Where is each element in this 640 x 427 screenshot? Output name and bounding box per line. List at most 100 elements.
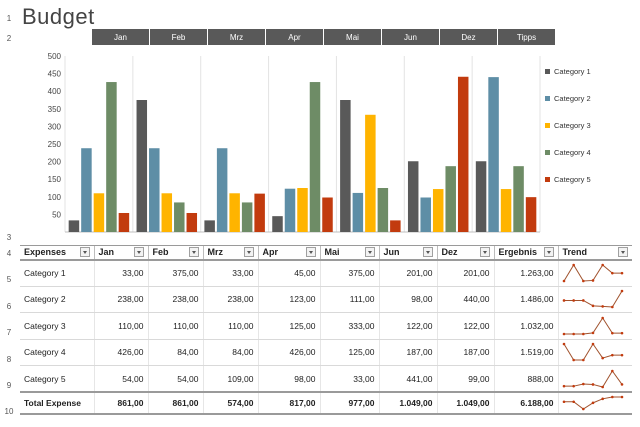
trend-cell[interactable] [557,259,632,287]
result-cell[interactable]: 1.519,00 [493,339,558,366]
value-cell[interactable]: 238,00 [93,286,148,313]
value-cell[interactable]: 54,00 [147,365,203,393]
budget-chart[interactable]: 50 100 150 200 250 300 350 400 450 500 Category 1 C… [20,48,630,236]
sparkline-point [591,382,594,386]
filter-dropdown-icon[interactable] [618,247,628,258]
value-cell[interactable]: 441,00 [378,365,437,393]
value-cell[interactable]: 201,00 [378,259,437,287]
value-cell[interactable]: 1.049,00 [378,391,437,415]
filter-dropdown-icon[interactable] [243,247,254,258]
bar [488,77,499,233]
category-cell[interactable]: Category 5 [20,365,94,393]
tab-jan[interactable]: Jan [92,29,149,45]
row-number[interactable]: 4 [6,249,12,258]
value-cell[interactable]: 817,00 [257,391,320,415]
category-cell[interactable]: Category 2 [20,286,94,313]
result-cell[interactable]: 1.263,00 [493,259,558,287]
value-cell[interactable]: 1.049,00 [436,391,494,415]
value-cell[interactable]: 977,00 [319,391,379,415]
category-cell[interactable]: Category 1 [20,259,94,287]
value-cell[interactable]: 54,00 [93,365,148,393]
column-header: Jun [378,245,437,261]
value-cell[interactable]: 99,00 [436,365,494,393]
trend-cell[interactable] [557,365,632,393]
tab-tipps[interactable]: Tipps [498,29,555,45]
legend-label: Category 1 [554,67,591,76]
value-cell[interactable]: 861,00 [147,391,203,415]
filter-dropdown-icon[interactable] [133,247,144,258]
value-cell[interactable]: 122,00 [378,312,437,340]
filter-dropdown-icon[interactable] [305,247,316,258]
value-cell[interactable]: 98,00 [257,365,320,393]
filter-dropdown-icon[interactable] [188,247,199,258]
row-number[interactable]: 8 [6,355,12,364]
tab-apr[interactable]: Apr [266,29,323,45]
trend-cell[interactable] [557,339,632,366]
row-number[interactable]: 3 [6,233,12,242]
value-cell[interactable]: 33,00 [202,259,258,287]
result-cell[interactable]: 1.032,00 [493,312,558,340]
value-cell[interactable]: 187,00 [436,339,494,366]
value-cell[interactable]: 201,00 [436,259,494,287]
row-number[interactable]: 6 [6,302,12,311]
tab-dez[interactable]: Dez [440,29,497,45]
value-cell[interactable]: 375,00 [147,259,203,287]
trend-cell[interactable] [557,391,632,415]
value-cell[interactable]: 110,00 [147,312,203,340]
value-cell[interactable]: 98,00 [378,286,437,313]
value-cell[interactable]: 440,00 [436,286,494,313]
trend-cell[interactable] [557,286,632,313]
value-cell[interactable]: 375,00 [319,259,379,287]
value-cell[interactable]: 33,00 [93,259,148,287]
value-cell[interactable]: 122,00 [436,312,494,340]
trend-cell[interactable] [557,312,632,340]
value-cell[interactable]: 84,00 [147,339,203,366]
value-cell[interactable]: 187,00 [378,339,437,366]
row-number[interactable]: 10 [4,407,14,416]
row-number[interactable]: 5 [6,275,12,284]
filter-dropdown-icon[interactable] [543,247,554,258]
value-cell[interactable]: 861,00 [93,391,148,415]
tab-mrz[interactable]: Mrz [208,29,265,45]
filter-dropdown-icon[interactable] [364,247,375,258]
value-cell[interactable]: 426,00 [257,339,320,366]
sparkline-point [562,299,565,303]
tab-mai[interactable]: Mai [324,29,381,45]
value-cell[interactable]: 110,00 [202,312,258,340]
value-cell[interactable]: 333,00 [319,312,379,340]
bar [500,189,512,232]
value-cell[interactable]: 125,00 [257,312,320,340]
value-cell[interactable]: 45,00 [257,259,320,287]
filter-dropdown-icon[interactable] [422,247,433,258]
value-cell[interactable]: 574,00 [202,391,258,415]
value-cell[interactable]: 125,00 [319,339,379,366]
bar [272,216,283,232]
row-number[interactable]: 9 [6,381,12,390]
value-cell[interactable]: 84,00 [202,339,258,366]
result-cell[interactable]: 888,00 [493,365,558,393]
row-number[interactable]: 1 [6,14,12,23]
category-cell[interactable]: Category 3 [20,312,94,340]
category-cell[interactable]: Category 4 [20,339,94,366]
row-number[interactable]: 7 [6,328,12,337]
column-header-label: Dez [441,247,458,258]
trend-sparkline [562,395,623,411]
value-cell[interactable]: 426,00 [93,339,148,366]
total-label-cell[interactable]: Total Expense [20,391,94,415]
result-cell[interactable]: 6.188,00 [493,391,558,415]
tab-jun[interactable]: Jun [382,29,439,45]
value-cell[interactable]: 109,00 [202,365,258,393]
value-cell[interactable]: 238,00 [202,286,258,313]
value-cell[interactable]: 110,00 [93,312,148,340]
filter-dropdown-icon[interactable] [479,247,490,258]
value-cell[interactable]: 111,00 [319,286,379,313]
result-cell[interactable]: 1.486,00 [493,286,558,313]
value-cell[interactable]: 238,00 [147,286,203,313]
value-cell[interactable]: 33,00 [319,365,379,393]
value-cell[interactable]: 123,00 [257,286,320,313]
sparkline-point [581,407,585,411]
filter-dropdown-icon[interactable] [79,247,90,258]
sparkline-point [620,271,623,275]
tab-feb[interactable]: Feb [150,29,207,45]
row-number[interactable]: 2 [6,34,12,43]
